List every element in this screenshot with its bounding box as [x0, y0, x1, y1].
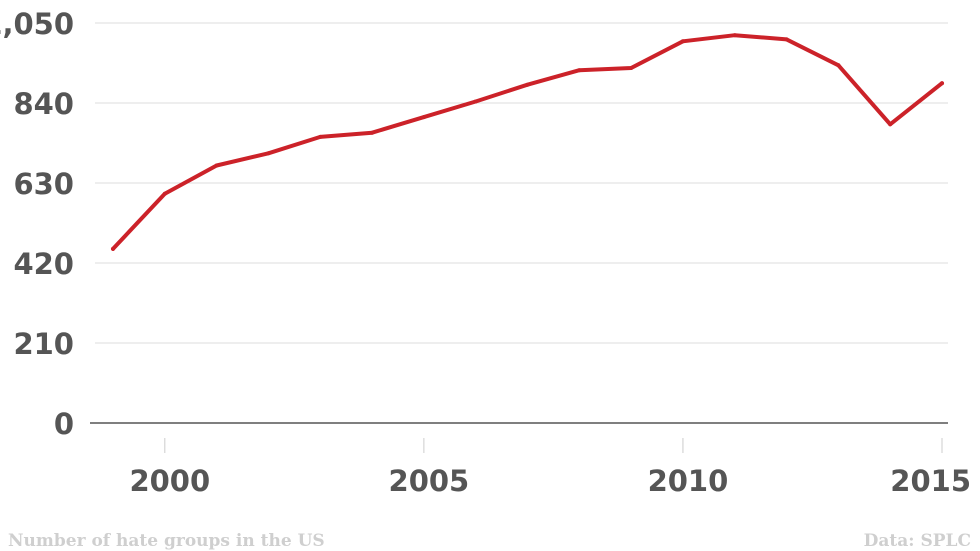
data-point [784, 37, 789, 42]
data-point [318, 134, 323, 139]
x-tick-label: 2005 [389, 464, 470, 498]
series-line [111, 33, 944, 251]
y-tick-label: 840 [13, 87, 74, 121]
data-point [629, 66, 634, 70]
data-point [836, 63, 841, 68]
grid-lines [90, 22, 948, 424]
series-layer [111, 33, 944, 251]
data-point [577, 68, 582, 73]
y-tick-label: 0 [54, 407, 74, 441]
data-point [370, 130, 375, 135]
y-tick-label: 630 [13, 167, 74, 201]
data-point [525, 82, 530, 87]
data-point [214, 163, 219, 168]
data-point [940, 81, 944, 86]
data-point [680, 39, 685, 44]
data-point [266, 151, 271, 156]
y-tick-label: 210 [13, 327, 74, 361]
footer-caption: Number of hate groups in the US [8, 531, 325, 551]
data-point [421, 115, 426, 120]
data-point [162, 191, 167, 196]
x-tick-label: 2015 [890, 464, 971, 498]
data-point [732, 33, 737, 38]
footer-source: Data: SPLC [864, 531, 971, 551]
data-point [111, 246, 115, 251]
y-tick-label: 420 [13, 247, 74, 281]
x-tick-label: 2000 [129, 464, 210, 498]
y-tick-label: 1,050 [0, 7, 74, 41]
data-point [888, 122, 893, 127]
x-axis-ticks: 2000 2005 2010 2015 [129, 438, 971, 498]
data-point [473, 99, 478, 104]
y-axis-tick-labels: 0 210 420 630 840 1,050 [0, 7, 74, 441]
x-tick-label: 2010 [648, 464, 729, 498]
